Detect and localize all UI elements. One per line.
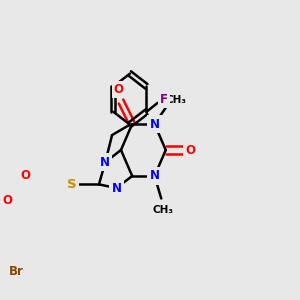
Text: O: O xyxy=(185,143,195,157)
Text: CH₃: CH₃ xyxy=(165,95,186,105)
Text: N: N xyxy=(100,156,110,169)
Text: CH₃: CH₃ xyxy=(153,206,174,215)
Text: N: N xyxy=(149,169,160,182)
Text: S: S xyxy=(67,178,77,191)
Text: O: O xyxy=(20,169,30,182)
Text: Br: Br xyxy=(9,265,24,278)
Text: N: N xyxy=(112,182,122,195)
Text: N: N xyxy=(149,118,160,130)
Text: F: F xyxy=(160,93,168,106)
Text: O: O xyxy=(3,194,13,207)
Text: O: O xyxy=(114,83,124,96)
